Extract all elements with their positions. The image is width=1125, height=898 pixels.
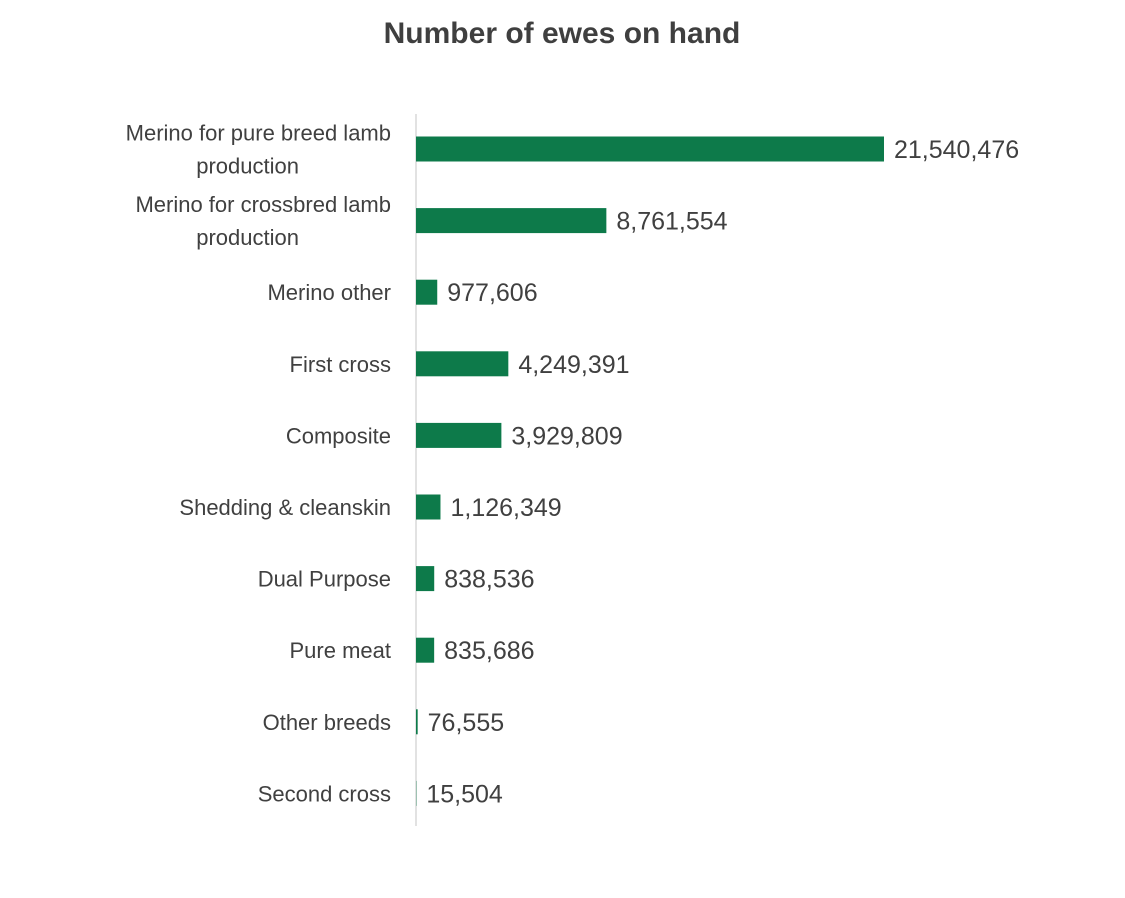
value-label: 21,540,476 [894, 136, 1019, 164]
bar [416, 208, 606, 233]
bar-row: Merino other 977,606 [267, 279, 537, 307]
bar-row: Dual Purpose 838,536 [258, 566, 535, 594]
bar-row: First cross 4,249,391 [290, 351, 630, 379]
bar [416, 495, 440, 520]
category-label: Other breeds [263, 710, 391, 735]
chart-title: Number of ewes on hand [384, 17, 741, 50]
category-label: Dual Purpose [258, 567, 391, 592]
value-label: 4,249,391 [518, 351, 629, 379]
value-label: 838,536 [444, 566, 534, 594]
bar-row: Composite 3,929,809 [286, 422, 623, 450]
category-label: Second cross [258, 781, 391, 806]
value-label: 1,126,349 [450, 494, 561, 522]
bar [416, 280, 437, 305]
value-label: 76,555 [428, 709, 504, 737]
category-label: Shedding & cleanskin [179, 495, 391, 520]
value-label: 8,761,554 [616, 208, 727, 236]
category-label: Composite [286, 423, 391, 448]
value-label: 3,929,809 [511, 422, 622, 450]
bar [416, 709, 418, 734]
bar-row: Other breeds 76,555 [263, 709, 505, 737]
bar [416, 566, 434, 591]
bar-row: Pure meat 835,686 [290, 637, 535, 665]
category-label: Pure meat [290, 638, 392, 663]
value-label: 835,686 [444, 637, 534, 665]
category-label: First cross [290, 352, 391, 377]
bar [416, 351, 508, 376]
bar [416, 423, 501, 448]
value-label: 977,606 [447, 279, 537, 307]
bar [416, 137, 884, 162]
bar-row: Shedding & cleanskin 1,126,349 [179, 494, 561, 522]
category-label: Merino other [267, 280, 391, 305]
value-label: 15,504 [426, 780, 503, 808]
bar-row: Second cross 15,504 [258, 780, 503, 808]
bar [416, 638, 434, 663]
